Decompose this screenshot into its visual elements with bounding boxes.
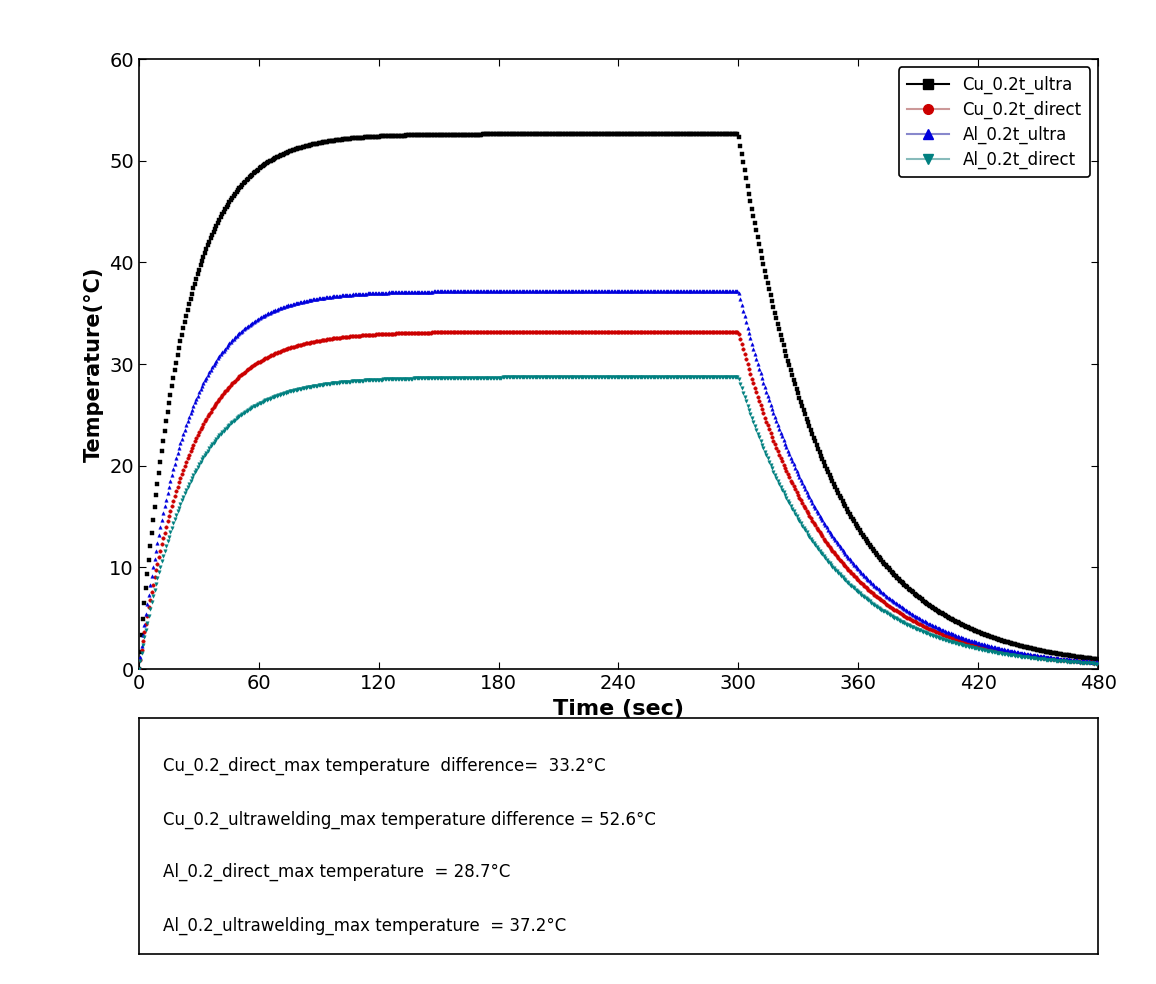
Text: Al_0.2_direct_max temperature  = 28.7°C: Al_0.2_direct_max temperature = 28.7°C	[163, 863, 510, 881]
Legend: Cu_0.2t_ultra, Cu_0.2t_direct, Al_0.2t_ultra, Al_0.2t_direct: Cu_0.2t_ultra, Cu_0.2t_direct, Al_0.2t_u…	[899, 67, 1090, 177]
Text: Cu_0.2_direct_max temperature  difference=  33.2°C: Cu_0.2_direct_max temperature difference…	[163, 757, 606, 774]
Y-axis label: Temperature(°C): Temperature(°C)	[83, 267, 104, 461]
Text: Cu_0.2_ultrawelding_max temperature difference = 52.6°C: Cu_0.2_ultrawelding_max temperature diff…	[163, 811, 655, 829]
Text: Al_0.2_ultrawelding_max temperature  = 37.2°C: Al_0.2_ultrawelding_max temperature = 37…	[163, 917, 566, 935]
X-axis label: Time (sec): Time (sec)	[553, 699, 684, 718]
